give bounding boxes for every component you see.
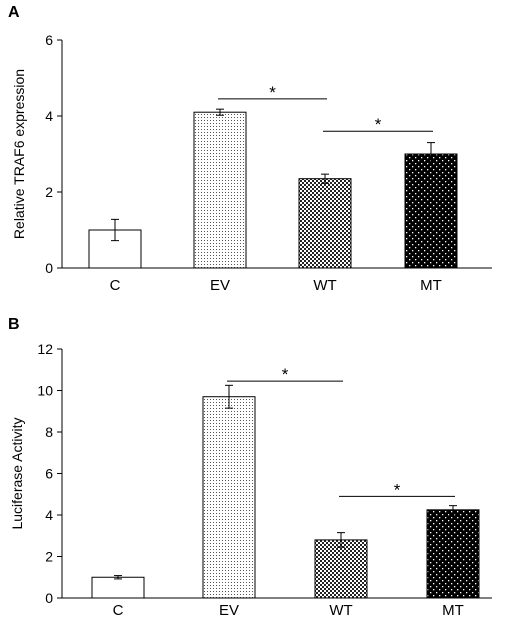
category-label-wt: WT (313, 277, 336, 294)
y-tick-label: 2 (45, 184, 53, 200)
significance-star: * (394, 480, 401, 499)
bar-wt (298, 178, 352, 269)
panel-letter-a: A (8, 4, 20, 21)
y-tick-label: 4 (45, 507, 53, 523)
category-label-ev: EV (219, 602, 239, 619)
category-label-c: C (110, 277, 121, 294)
significance-star: * (269, 83, 276, 102)
panel-letter-b: B (8, 316, 20, 333)
category-label-c: C (113, 602, 124, 619)
significance-star: * (282, 365, 289, 384)
significance-star: * (375, 115, 382, 134)
y-tick-label: 12 (37, 341, 53, 357)
panel-b-chart: B 0 2 4 6 8 10 12 Luciferase Activity C EV WT MT * * (8, 316, 492, 619)
category-label-ev: EV (210, 277, 230, 294)
category-label-mt: MT (442, 602, 464, 619)
bar-mt (426, 509, 480, 599)
y-axis-title: Relative TRAF6 expression (11, 69, 27, 239)
bar-ev (193, 111, 247, 269)
bar-c (91, 576, 145, 599)
bar-ev (202, 396, 256, 599)
category-label-wt: WT (329, 602, 352, 619)
y-tick-label: 4 (45, 108, 53, 124)
y-axis-title: Luciferase Activity (9, 417, 25, 529)
y-tick-label: 0 (45, 260, 53, 276)
y-tick-label: 6 (45, 466, 53, 482)
category-label-mt: MT (420, 277, 442, 294)
y-tick-label: 0 (45, 590, 53, 606)
bar-mt (404, 153, 458, 269)
y-tick-label: 8 (45, 424, 53, 440)
y-tick-label: 10 (37, 383, 53, 399)
bar-wt (314, 539, 368, 599)
panel-a-chart: A 0 2 4 6 Relative TRAF6 expression C EV WT MT * * (8, 4, 492, 294)
y-tick-label: 2 (45, 549, 53, 565)
y-tick-label: 6 (45, 32, 53, 48)
